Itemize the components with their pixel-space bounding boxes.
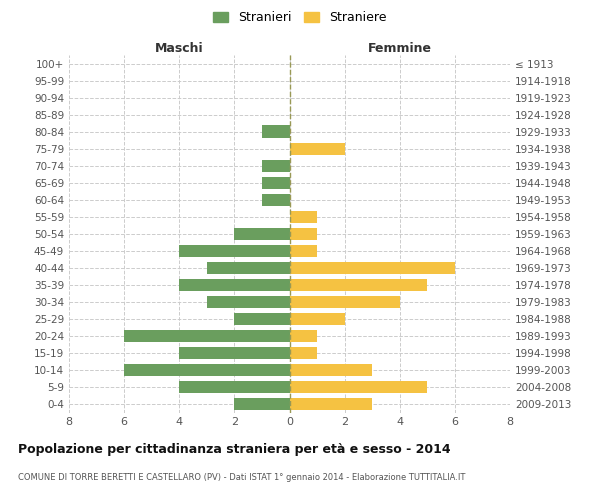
Bar bbox=[262, 160, 290, 172]
Bar bbox=[290, 364, 372, 376]
Bar bbox=[290, 330, 317, 342]
Bar bbox=[124, 330, 290, 342]
Bar bbox=[235, 398, 290, 410]
Bar bbox=[262, 194, 290, 206]
Bar bbox=[235, 228, 290, 240]
Bar bbox=[290, 228, 317, 240]
Text: Femmine: Femmine bbox=[368, 42, 432, 55]
Bar bbox=[290, 278, 427, 291]
Bar bbox=[290, 398, 372, 410]
Bar bbox=[262, 176, 290, 189]
Bar bbox=[124, 364, 290, 376]
Bar bbox=[290, 142, 344, 155]
Bar bbox=[179, 278, 290, 291]
Bar bbox=[179, 244, 290, 257]
Bar bbox=[290, 296, 400, 308]
Bar bbox=[262, 126, 290, 138]
Bar bbox=[290, 244, 317, 257]
Bar bbox=[179, 347, 290, 359]
Bar bbox=[290, 262, 455, 274]
Text: Maschi: Maschi bbox=[155, 42, 203, 55]
Legend: Stranieri, Straniere: Stranieri, Straniere bbox=[208, 6, 392, 29]
Bar bbox=[207, 262, 290, 274]
Bar bbox=[290, 312, 344, 325]
Bar bbox=[290, 210, 317, 223]
Text: COMUNE DI TORRE BERETTI E CASTELLARO (PV) - Dati ISTAT 1° gennaio 2014 - Elabora: COMUNE DI TORRE BERETTI E CASTELLARO (PV… bbox=[18, 472, 466, 482]
Text: Popolazione per cittadinanza straniera per età e sesso - 2014: Popolazione per cittadinanza straniera p… bbox=[18, 442, 451, 456]
Bar bbox=[179, 381, 290, 393]
Bar bbox=[235, 312, 290, 325]
Bar bbox=[290, 381, 427, 393]
Bar bbox=[290, 347, 317, 359]
Bar bbox=[207, 296, 290, 308]
